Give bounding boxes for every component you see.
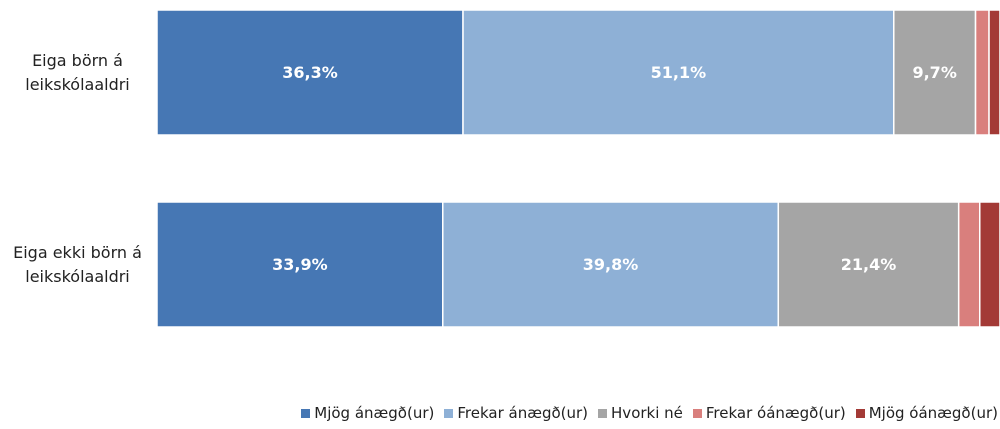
legend-item: Hvorki né xyxy=(598,404,683,422)
category-label: Eiga börn á leikskólaaldri xyxy=(25,50,130,94)
legend-swatch xyxy=(301,408,311,418)
bar-segment xyxy=(893,9,977,136)
value-label: 33,9% xyxy=(272,255,328,274)
bar-segment xyxy=(462,9,895,136)
legend-label: Hvorki né xyxy=(611,404,683,422)
bar-segment xyxy=(156,9,464,136)
legend-swatch xyxy=(692,408,702,418)
legend-item: Frekar ánægð(ur) xyxy=(444,404,588,422)
value-label: 51,1% xyxy=(651,63,707,82)
legend-swatch xyxy=(598,408,608,418)
legend-label: Frekar óánægð(ur) xyxy=(705,404,846,422)
bar-segment xyxy=(442,201,780,328)
bar-segment xyxy=(974,9,990,136)
bar-segment xyxy=(979,201,1000,328)
legend-item: Mjög ánægð(ur) xyxy=(301,404,434,422)
legend-swatch xyxy=(444,408,454,418)
legend-swatch xyxy=(855,408,865,418)
value-label: 39,8% xyxy=(583,255,639,274)
legend-item: Mjög óánægð(ur) xyxy=(855,404,998,422)
legend-label: Frekar ánægð(ur) xyxy=(457,404,589,422)
value-label: 36,3% xyxy=(282,63,338,82)
value-label: 21,4% xyxy=(841,255,897,274)
bar-segment xyxy=(156,201,444,328)
bar-segment xyxy=(957,201,981,328)
legend-label: Mjög ánægð(ur) xyxy=(314,404,435,422)
category-label: Eiga ekki börn á leikskólaaldri xyxy=(13,242,142,286)
legend-label: Mjög óánægð(ur) xyxy=(868,404,998,422)
legend-item: Frekar óánægð(ur) xyxy=(692,404,846,422)
bar-segment xyxy=(988,9,1000,136)
legend: Mjög ánægð(ur) Frekar ánægð(ur) Hvorki né F… xyxy=(301,404,998,422)
value-label: 9,7% xyxy=(912,63,956,82)
